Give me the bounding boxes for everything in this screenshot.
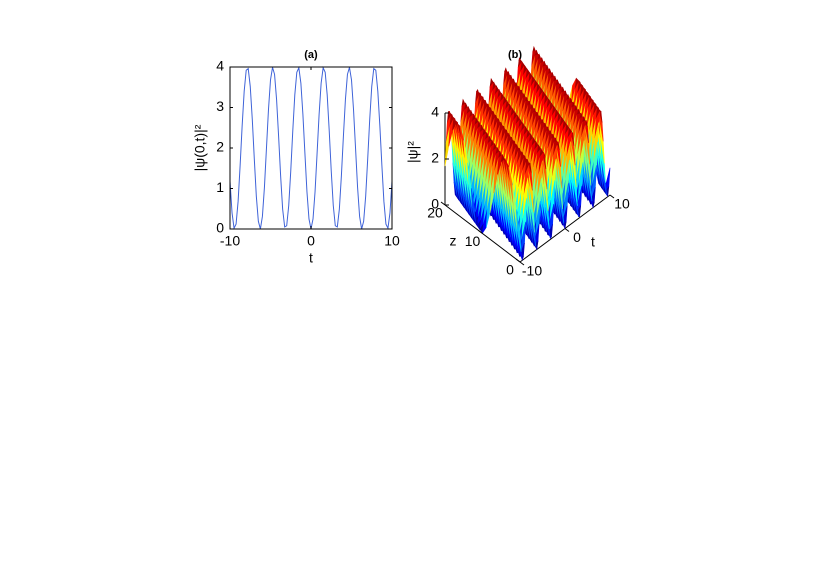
y-tick-label: 0: [216, 220, 224, 236]
x-axis-label: t: [309, 250, 313, 266]
x-tick: [609, 194, 615, 199]
data-line: [229, 66, 393, 230]
y-tick-label: 2: [216, 139, 224, 155]
x-tick-label: -10: [220, 233, 240, 249]
z-tick-label: 2: [431, 150, 439, 166]
z-axis-label: |ψ|²: [405, 141, 421, 163]
surface-cell: [515, 209, 522, 252]
y-tick: [440, 201, 446, 206]
y-tick-label: 3: [216, 98, 224, 114]
z-tick-label: 0: [431, 196, 439, 212]
x-axis-label: t: [591, 234, 595, 250]
y-tick: [515, 258, 521, 263]
axes-box: [229, 66, 393, 230]
z-tick-label: 4: [431, 104, 439, 120]
x-tick: [564, 228, 570, 232]
y-tick-label: 10: [465, 233, 481, 249]
x-tick: [519, 261, 525, 266]
y-tick: [478, 230, 483, 234]
x-tick-label: -10: [522, 263, 542, 279]
x-tick-label: 0: [573, 229, 581, 245]
x-tick-label: 10: [384, 233, 400, 249]
x-tick-label: 0: [307, 233, 315, 249]
y-tick-label: 4: [216, 58, 224, 74]
y-axis-label: z: [450, 233, 457, 249]
y-tick-label: 20: [427, 205, 443, 221]
y-tick-label: 0: [506, 262, 514, 278]
panel-title: (a): [304, 49, 318, 61]
panel-title: (b): [508, 49, 522, 61]
y-axis-label: |ψ(0,t)|²: [192, 124, 208, 171]
surface: [444, 45, 611, 261]
x-tick-label: 10: [614, 196, 630, 212]
y-tick-label: 1: [216, 179, 224, 195]
